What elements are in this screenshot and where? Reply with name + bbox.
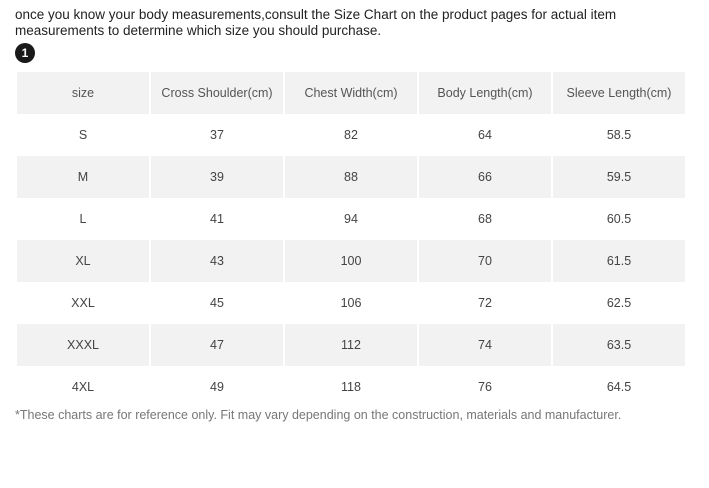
cell-body-length: 76 (419, 366, 551, 408)
cell-chest-width: 106 (285, 282, 417, 324)
table-header-row: size Cross Shoulder(cm) Chest Width(cm) … (17, 72, 685, 114)
cell-cross-shoulder: 37 (151, 114, 283, 156)
header-sleeve-length: Sleeve Length(cm) (553, 72, 685, 114)
cell-cross-shoulder: 47 (151, 324, 283, 366)
header-cross-shoulder: Cross Shoulder(cm) (151, 72, 283, 114)
header-chest-width: Chest Width(cm) (285, 72, 417, 114)
cell-body-length: 70 (419, 240, 551, 282)
cell-sleeve-length: 59.5 (553, 156, 685, 198)
cell-size: L (17, 198, 149, 240)
header-size: size (17, 72, 149, 114)
cell-sleeve-length: 63.5 (553, 324, 685, 366)
cell-sleeve-length: 62.5 (553, 282, 685, 324)
table-row: 4XL 49 118 76 64.5 (17, 366, 685, 408)
cell-chest-width: 88 (285, 156, 417, 198)
cell-size: M (17, 156, 149, 198)
cell-size: S (17, 114, 149, 156)
header-body-length: Body Length(cm) (419, 72, 551, 114)
cell-cross-shoulder: 45 (151, 282, 283, 324)
cell-cross-shoulder: 43 (151, 240, 283, 282)
table-row: XXL 45 106 72 62.5 (17, 282, 685, 324)
cell-body-length: 68 (419, 198, 551, 240)
cell-chest-width: 82 (285, 114, 417, 156)
table-row: XL 43 100 70 61.5 (17, 240, 685, 282)
cell-cross-shoulder: 49 (151, 366, 283, 408)
step-number-badge: 1 (15, 43, 35, 63)
table-row: XXXL 47 112 74 63.5 (17, 324, 685, 366)
cell-sleeve-length: 58.5 (553, 114, 685, 156)
cell-size: 4XL (17, 366, 149, 408)
table-row: M 39 88 66 59.5 (17, 156, 685, 198)
size-chart-table: size Cross Shoulder(cm) Chest Width(cm) … (15, 72, 687, 408)
cell-sleeve-length: 60.5 (553, 198, 685, 240)
cell-size: XXL (17, 282, 149, 324)
cell-size: XXXL (17, 324, 149, 366)
cell-chest-width: 94 (285, 198, 417, 240)
cell-body-length: 72 (419, 282, 551, 324)
cell-body-length: 74 (419, 324, 551, 366)
cell-body-length: 64 (419, 114, 551, 156)
table-row: S 37 82 64 58.5 (17, 114, 685, 156)
cell-chest-width: 118 (285, 366, 417, 408)
cell-chest-width: 112 (285, 324, 417, 366)
cell-size: XL (17, 240, 149, 282)
cell-cross-shoulder: 39 (151, 156, 283, 198)
disclaimer-footnote: *These charts are for reference only. Fi… (15, 408, 622, 422)
cell-sleeve-length: 64.5 (553, 366, 685, 408)
cell-cross-shoulder: 41 (151, 198, 283, 240)
cell-body-length: 66 (419, 156, 551, 198)
table-row: L 41 94 68 60.5 (17, 198, 685, 240)
cell-chest-width: 100 (285, 240, 417, 282)
intro-text: once you know your body measurements,con… (15, 7, 617, 38)
cell-sleeve-length: 61.5 (553, 240, 685, 282)
